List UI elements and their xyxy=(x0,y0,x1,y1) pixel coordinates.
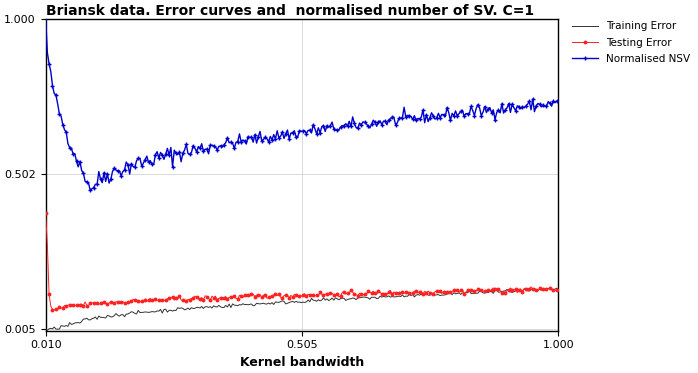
Normalised NSV xyxy=(347,124,355,129)
Text: Briansk data. Error curves and  normalised number of SV. C=1: Briansk data. Error curves and normalise… xyxy=(45,4,534,18)
Training Error xyxy=(475,289,484,294)
Normalised NSV xyxy=(348,115,357,119)
Testing Error xyxy=(554,286,563,291)
Testing Error xyxy=(348,290,357,294)
Testing Error xyxy=(41,211,50,216)
Testing Error xyxy=(43,243,52,247)
Normalised NSV xyxy=(357,123,366,127)
Training Error xyxy=(347,297,355,301)
Testing Error xyxy=(357,292,366,297)
Testing Error xyxy=(475,288,484,293)
Training Error xyxy=(508,290,517,295)
Training Error xyxy=(348,296,357,300)
Normalised NSV xyxy=(508,102,517,106)
Line: Training Error: Training Error xyxy=(45,288,558,330)
Line: Normalised NSV: Normalised NSV xyxy=(43,15,561,193)
Normalised NSV xyxy=(43,50,52,55)
X-axis label: Kernel bandwidth: Kernel bandwidth xyxy=(240,356,364,369)
Normalised NSV xyxy=(554,99,563,104)
Legend: Training Error, Testing Error, Normalised NSV: Training Error, Testing Error, Normalise… xyxy=(569,18,694,67)
Training Error xyxy=(41,327,50,331)
Line: Testing Error: Testing Error xyxy=(45,212,560,311)
Training Error xyxy=(45,327,53,331)
Training Error xyxy=(553,286,561,290)
Normalised NSV xyxy=(86,188,94,192)
Testing Error xyxy=(50,308,59,312)
Testing Error xyxy=(347,288,355,292)
Training Error xyxy=(43,328,52,333)
Training Error xyxy=(357,295,366,300)
Testing Error xyxy=(508,288,517,292)
Training Error xyxy=(554,288,563,292)
Normalised NSV xyxy=(41,16,50,20)
Normalised NSV xyxy=(475,106,484,110)
